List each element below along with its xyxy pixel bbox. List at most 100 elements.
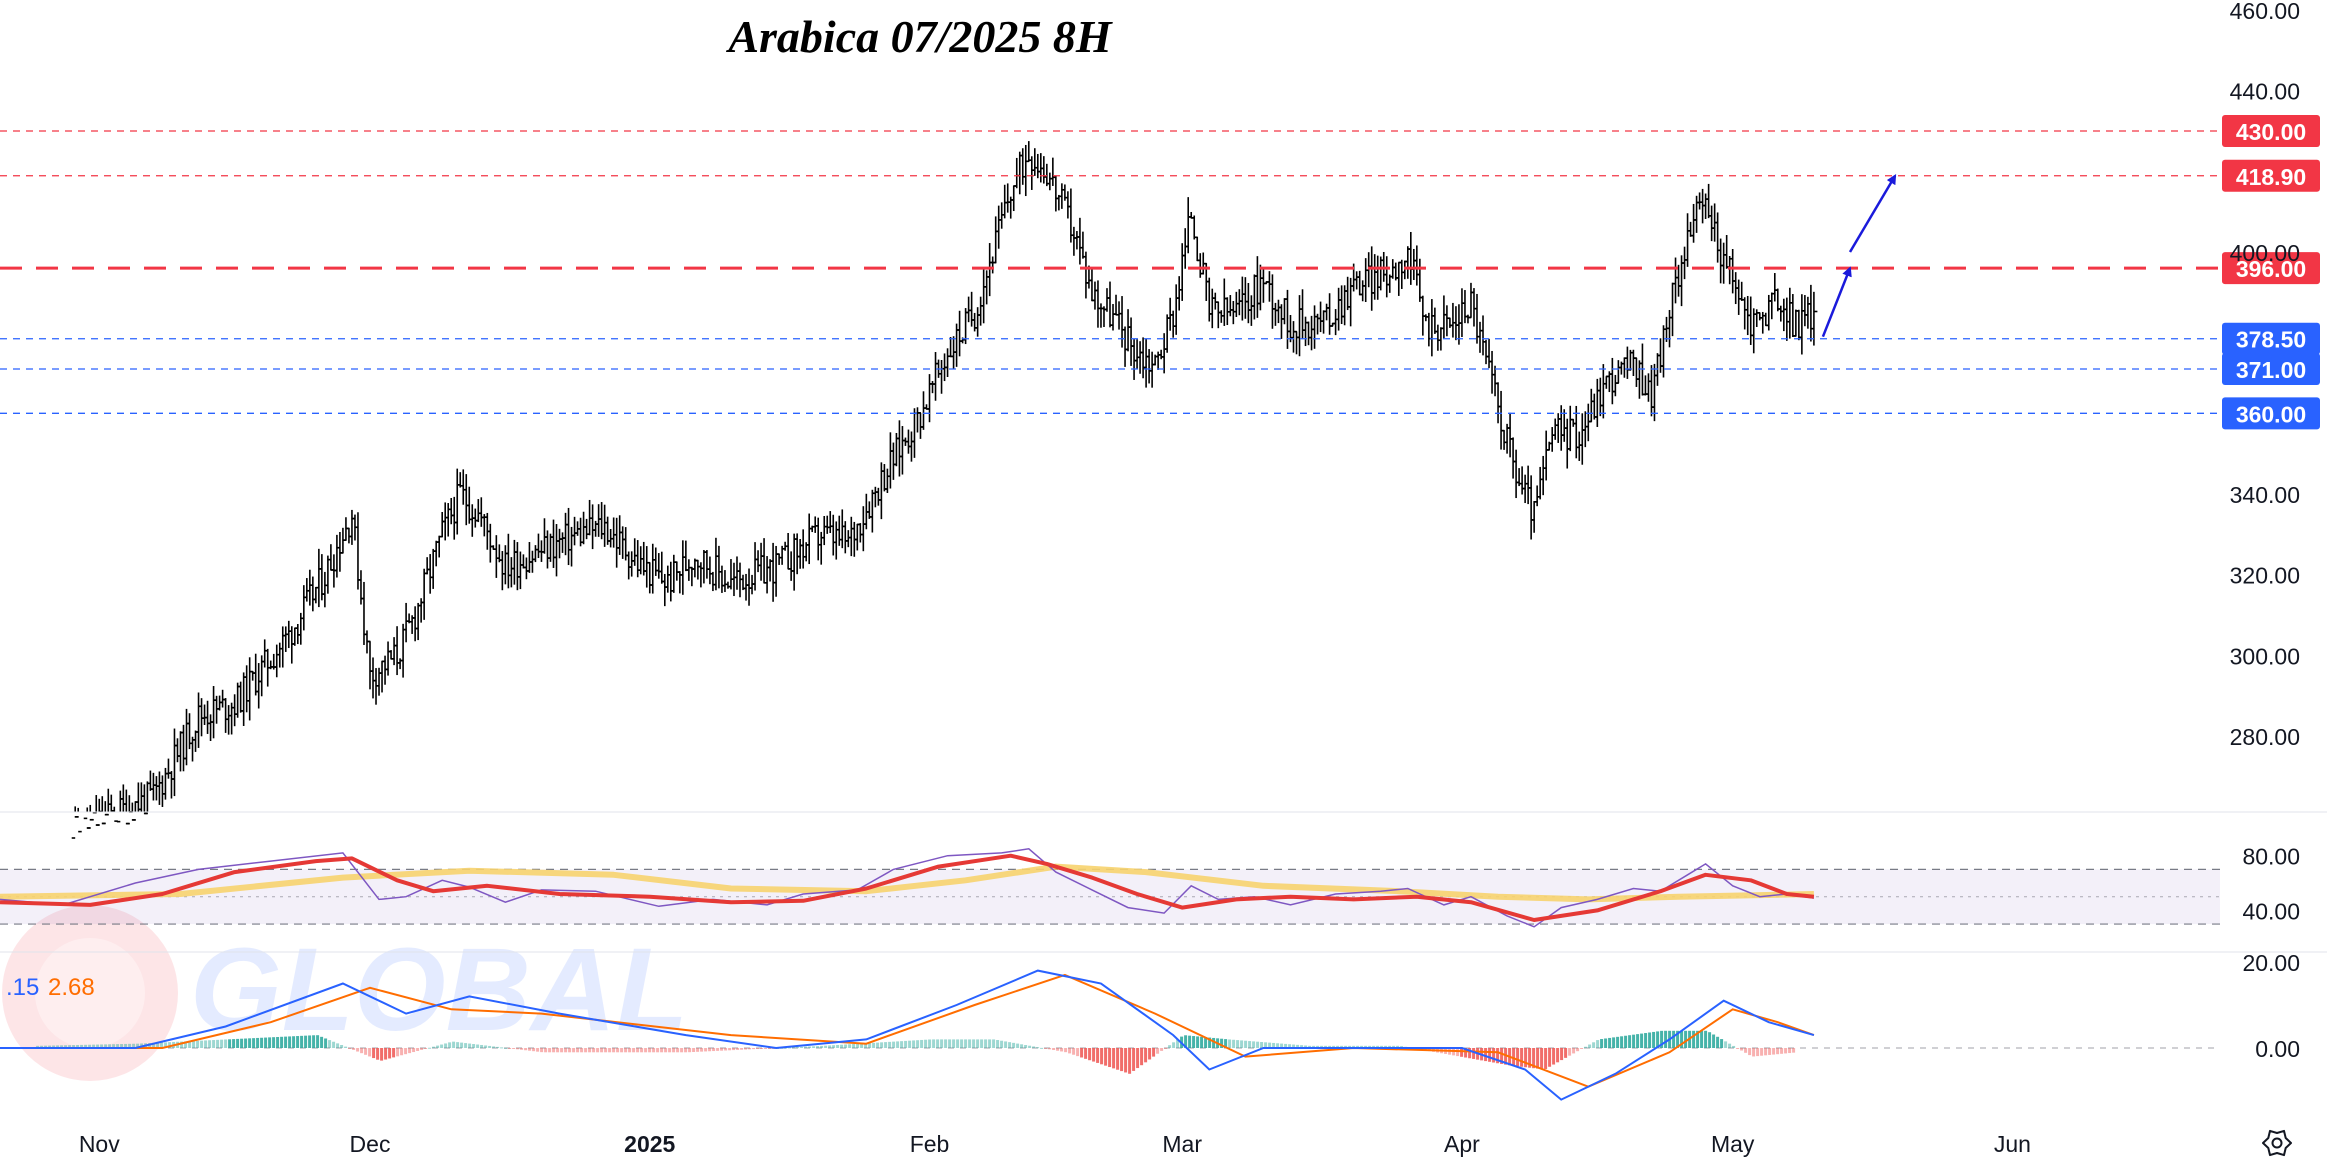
macd-histogram-bar [1176, 1039, 1180, 1048]
macd-histogram-bar [260, 1037, 264, 1048]
time-tick-label: May [1711, 1131, 1755, 1157]
macd-histogram-bar [1680, 1030, 1684, 1048]
macd-histogram-bar [48, 1045, 52, 1048]
macd-histogram-bar [152, 1042, 156, 1048]
macd-histogram-bar [1276, 1043, 1280, 1048]
macd-histogram-bar [1588, 1044, 1592, 1048]
macd-histogram-bar [1136, 1048, 1140, 1069]
macd-histogram-bar [1256, 1041, 1260, 1048]
macd-histogram-bar [1040, 1047, 1044, 1049]
macd-histogram-bar [980, 1039, 984, 1048]
macd-histogram-bar [108, 1044, 112, 1048]
macd-histogram-bar [1552, 1048, 1556, 1065]
macd-histogram-bar [412, 1048, 416, 1053]
macd-histogram-bar [1092, 1048, 1096, 1062]
macd-histogram-bar [440, 1044, 444, 1048]
macd-histogram-bar [564, 1048, 568, 1053]
macd-histogram-bar [1468, 1048, 1472, 1059]
macd-histogram-bar [56, 1045, 60, 1048]
level-label-box [2222, 352, 2320, 385]
price-tick-label: 280.00 [2230, 724, 2300, 750]
macd-histogram-bar [584, 1048, 588, 1053]
macd-histogram-bar [256, 1037, 260, 1048]
macd-histogram-bar [1372, 1045, 1376, 1048]
macd-histogram-bar [596, 1048, 600, 1053]
macd-histogram-bar [1568, 1048, 1572, 1056]
macd-histogram-bar [1320, 1045, 1324, 1048]
macd-histogram-bar [1032, 1046, 1036, 1048]
macd-histogram-bar [60, 1045, 64, 1048]
macd-histogram-bar [872, 1042, 876, 1048]
macd-histogram-bar [1272, 1042, 1276, 1048]
macd-histogram-bar [68, 1045, 72, 1048]
macd-histogram-bar [1472, 1048, 1476, 1059]
macd-histogram-bar [952, 1039, 956, 1048]
macd-histogram-bar [232, 1039, 236, 1048]
gear-icon[interactable] [2262, 1129, 2292, 1157]
macd-histogram-bar [1128, 1048, 1132, 1074]
macd-histogram-bar [1236, 1040, 1240, 1048]
macd-histogram-bar [708, 1048, 712, 1052]
macd-histogram-bar [124, 1043, 128, 1048]
macd-histogram-bar [76, 1044, 80, 1048]
macd-histogram-bar [820, 1045, 824, 1048]
macd-histogram-bar [736, 1048, 740, 1050]
macd-legend-value: .15 [6, 974, 39, 1001]
macd-histogram-bar [1604, 1038, 1608, 1048]
macd-signal-line [0, 973, 1815, 1088]
price-tick-label: 300.00 [2230, 643, 2300, 669]
macd-histogram-bar [880, 1042, 884, 1048]
macd-histogram-bar [608, 1048, 612, 1053]
watermark-logo-inner [35, 938, 145, 1048]
macd-histogram-bar [568, 1048, 572, 1053]
time-tick-label: Jun [1994, 1131, 2031, 1157]
macd-histogram-bar [468, 1043, 472, 1048]
macd-histogram-bar [1524, 1048, 1528, 1068]
macd-histogram-bar [1240, 1040, 1244, 1048]
macd-histogram-bar [36, 1045, 40, 1048]
macd-histogram-bar [1332, 1045, 1336, 1048]
macd-histogram-bar [932, 1039, 936, 1048]
macd-histogram-bar [1252, 1041, 1256, 1048]
macd-histogram-bar [496, 1046, 500, 1048]
macd-histogram-bar [168, 1042, 172, 1048]
macd-histogram-bar [904, 1040, 908, 1048]
macd-histogram-bar [300, 1035, 304, 1048]
macd-histogram-bar [1660, 1030, 1664, 1048]
macd-histogram-bar [204, 1040, 208, 1048]
macd-histogram-bar [784, 1047, 788, 1049]
macd-histogram-bar [336, 1043, 340, 1048]
macd-histogram-bar [1132, 1048, 1136, 1071]
macd-histogram-bar [1008, 1042, 1012, 1048]
macd-histogram-bar [1228, 1039, 1232, 1048]
macd-histogram-bar [1164, 1048, 1168, 1049]
macd-histogram-bar [1068, 1048, 1072, 1054]
macd-histogram-bar [340, 1045, 344, 1048]
macd-histogram-bar [792, 1047, 796, 1049]
macd-histogram-bar [1572, 1048, 1576, 1054]
macd-histogram-bar [376, 1048, 380, 1060]
macd-histogram-bar [1024, 1045, 1028, 1048]
macd-histogram-bar [1744, 1048, 1748, 1053]
level-price-label: 360.00 [2222, 397, 2320, 430]
price-tick-label: 460.00 [2230, 0, 2300, 24]
macd-histogram-bar [1020, 1044, 1024, 1048]
macd-histogram-bar [372, 1048, 376, 1059]
watermark-logo-icon [2, 905, 178, 1081]
macd-histogram-bar [1100, 1048, 1104, 1065]
level-label-box [2222, 115, 2320, 147]
macd-histogram-bar [800, 1046, 804, 1048]
macd-histogram-bar [1184, 1035, 1188, 1048]
macd-histogram-bar [456, 1042, 460, 1048]
projection-arrow [1848, 174, 1897, 253]
macd-histogram-bar [856, 1043, 860, 1048]
time-axis: Nov Dec 2025 Feb Mar Apr May Jun [79, 1131, 2031, 1157]
macd-histogram-bar [1356, 1045, 1360, 1048]
macd-histogram-bar [1732, 1045, 1736, 1048]
macd-histogram-bar [388, 1048, 392, 1059]
macd-histogram-bar [536, 1048, 540, 1052]
level-price-label: 418.90 [2222, 159, 2320, 192]
level-label-text: 360.00 [2236, 401, 2306, 427]
macd-histogram-bar [836, 1044, 840, 1048]
macd-histogram-bar [964, 1039, 968, 1048]
